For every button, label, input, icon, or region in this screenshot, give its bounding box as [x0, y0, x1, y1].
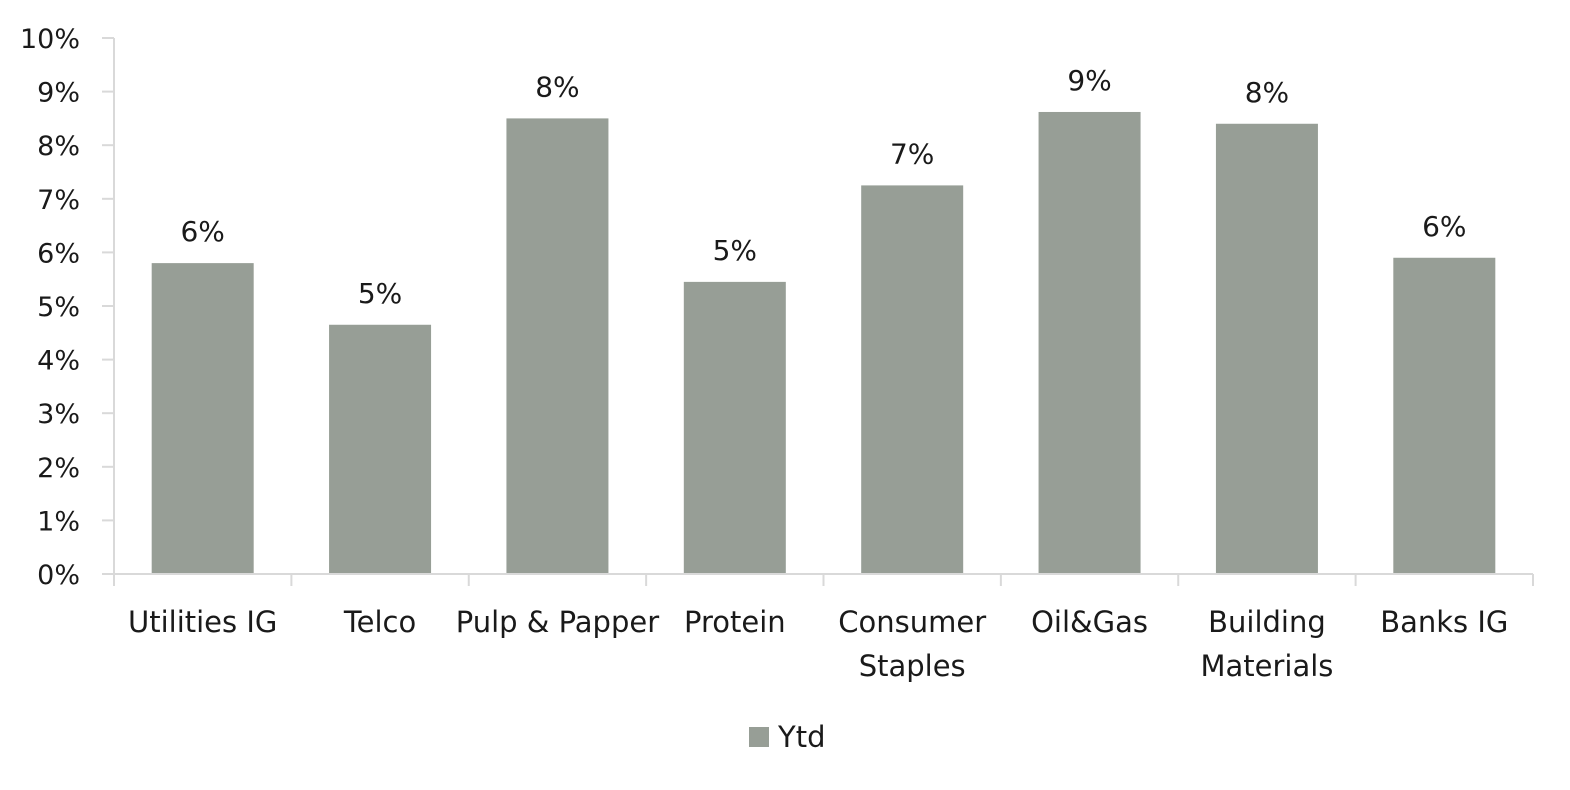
data-label: 9% — [1067, 64, 1111, 97]
data-label: 8% — [1245, 76, 1289, 109]
bar — [506, 118, 609, 575]
data-label: 8% — [535, 70, 579, 103]
y-tick-label: 8% — [37, 131, 80, 162]
x-tick-label: Telco — [343, 605, 416, 639]
x-tick-label: Pulp & Papper — [456, 605, 659, 639]
x-tick-label: Protein — [684, 605, 786, 639]
x-tick-label: Oil&Gas — [1031, 605, 1148, 639]
y-tick-label: 7% — [37, 185, 80, 216]
bar — [1215, 123, 1318, 574]
x-tick-label: Consumer Staples — [838, 605, 986, 683]
legend: Ytd — [749, 720, 826, 754]
legend-swatch — [749, 727, 769, 747]
bar — [1038, 111, 1141, 574]
x-tick-label: Utilities IG — [128, 605, 277, 639]
bar — [1393, 257, 1496, 574]
y-tick-label: 0% — [37, 560, 80, 591]
x-tick-label: Banks IG — [1380, 605, 1508, 639]
data-label: 6% — [1422, 210, 1466, 243]
y-tick-label: 9% — [37, 78, 80, 109]
x-axis-labels: Utilities IG Telco Pulp & Papper Protein Con… — [128, 605, 1508, 683]
y-axis: 0% 1% 2% 3% 4% 5% 6% 7% 8% 9% 10% — [20, 24, 115, 591]
data-label: 6% — [180, 215, 224, 248]
data-label: 7% — [890, 137, 934, 170]
x-tick-label: Building Materials — [1200, 605, 1333, 683]
y-tick-label: 10% — [20, 24, 80, 55]
bar-series-ytd — [151, 111, 1496, 575]
bar — [683, 281, 786, 574]
data-label: 5% — [358, 277, 402, 310]
bar — [329, 324, 432, 574]
y-tick-label: 6% — [37, 238, 80, 269]
y-tick-label: 4% — [37, 346, 80, 377]
y-tick-label: 3% — [37, 399, 80, 430]
y-tick-label: 1% — [37, 506, 80, 537]
legend-label: Ytd — [777, 720, 826, 754]
data-labels: 6% 5% 8% 5% 7% 9% 8% 6% — [180, 64, 1466, 310]
y-tick-label: 2% — [37, 453, 80, 484]
bar — [861, 185, 964, 574]
x-axis-ticks — [113, 574, 1534, 586]
y-tick-label: 5% — [37, 292, 80, 323]
data-label: 5% — [713, 234, 757, 267]
bar — [151, 263, 254, 574]
